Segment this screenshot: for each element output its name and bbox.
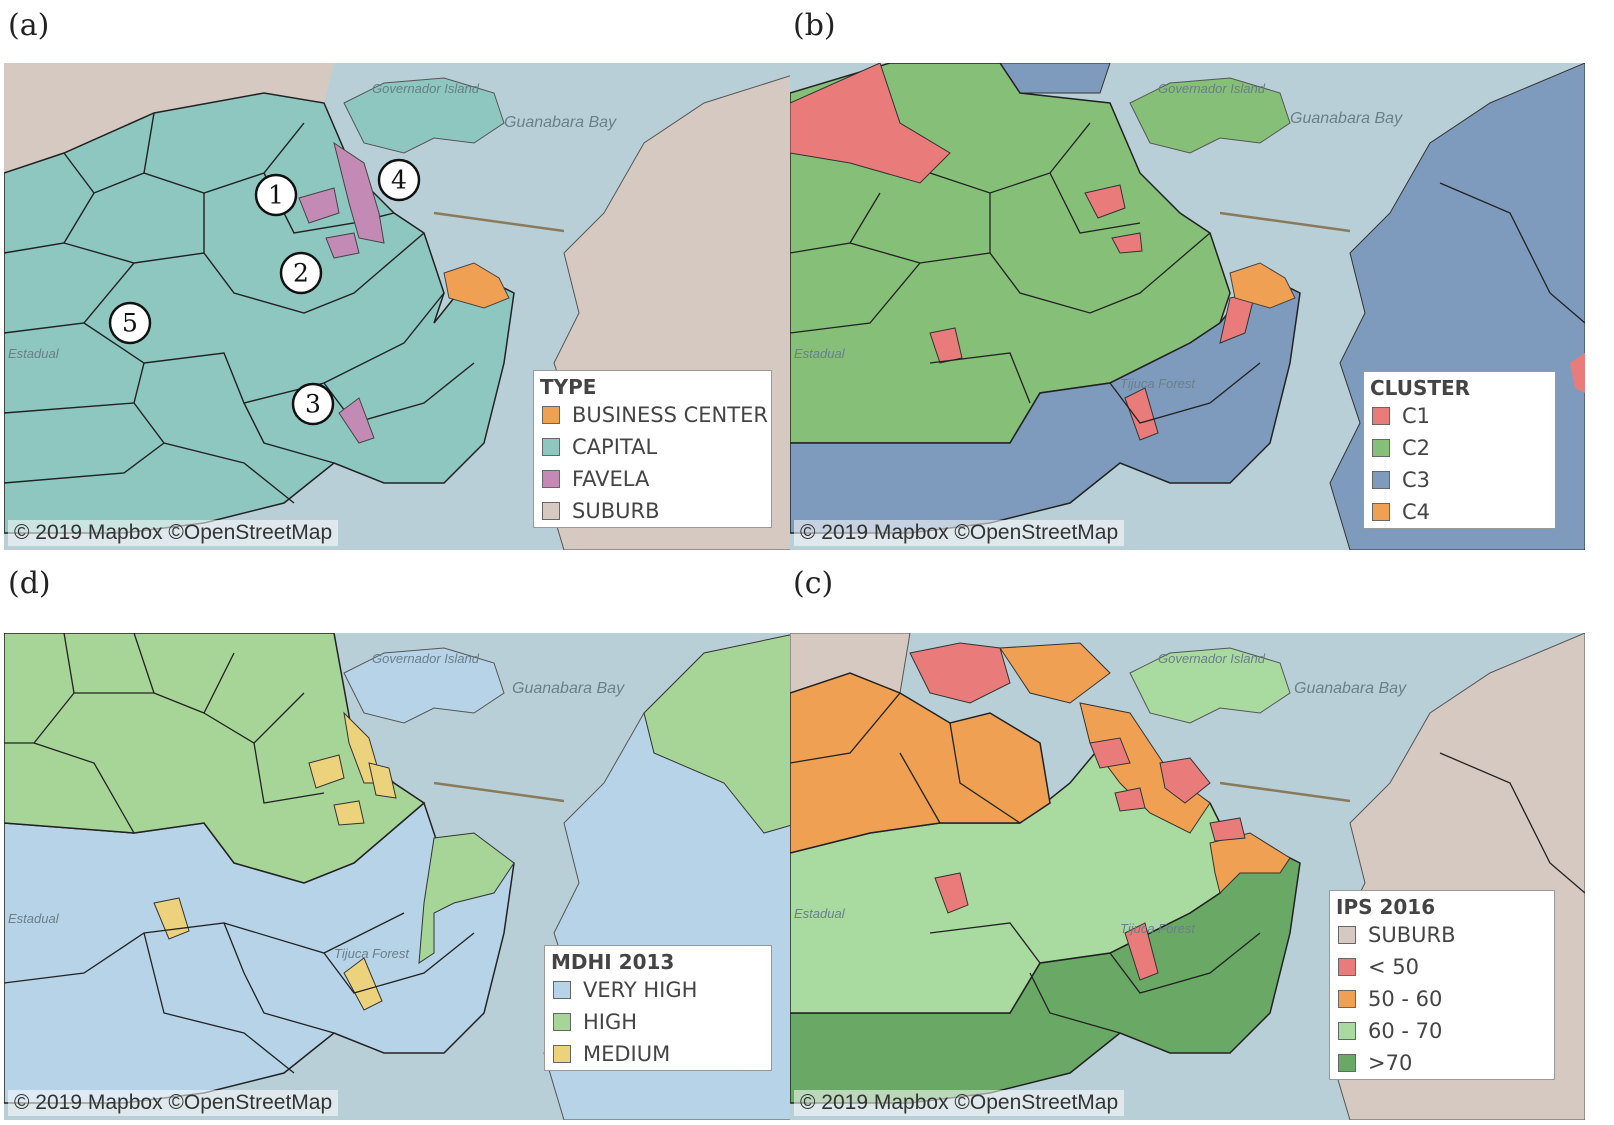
place-label-tijuca: Tijuca Forest bbox=[334, 946, 410, 961]
map-credit-a: © 2019 Mapbox ©OpenStreetMap bbox=[8, 520, 339, 546]
panel-a-label: (a) bbox=[8, 8, 50, 43]
legend-item-gt70: >70 bbox=[1330, 1047, 1554, 1079]
svg-text:2: 2 bbox=[293, 259, 309, 288]
legend-item-capital: CAPITAL bbox=[534, 431, 771, 463]
legend-item-suburb: SUBURB bbox=[1330, 919, 1554, 951]
legend-swatch bbox=[1372, 471, 1390, 489]
legend-swatch bbox=[542, 406, 560, 424]
marker-4: 4 bbox=[377, 158, 421, 202]
svg-text:3: 3 bbox=[305, 390, 321, 419]
svg-text:1: 1 bbox=[268, 181, 284, 210]
place-label-guanabara: Guanabara Bay bbox=[512, 680, 625, 697]
legend-item-suburb: SUBURB bbox=[534, 495, 771, 527]
legend-swatch bbox=[553, 1013, 571, 1031]
place-label-governador: Governador Island bbox=[1158, 651, 1266, 666]
legend-swatch bbox=[1372, 439, 1390, 457]
legend-swatch bbox=[1372, 407, 1390, 425]
legend-item-c2: C2 bbox=[1364, 432, 1555, 464]
place-label-guanabara: Guanabara Bay bbox=[1294, 680, 1407, 697]
legend-swatch bbox=[1338, 990, 1356, 1008]
svg-text:5: 5 bbox=[122, 309, 138, 338]
legend-type: TYPE BUSINESS CENTER CAPITAL FAVELA SUBU… bbox=[533, 370, 772, 528]
legend-title: TYPE bbox=[540, 375, 597, 399]
map-b-canvas: Governador Island Guanabara Bay Estadual… bbox=[790, 63, 1585, 550]
place-label-estadual: Estadual bbox=[8, 911, 60, 926]
marker-3: 3 bbox=[291, 382, 335, 426]
place-label-estadual: Estadual bbox=[794, 346, 846, 361]
legend-item-c3: C3 bbox=[1364, 464, 1555, 496]
legend-swatch bbox=[542, 470, 560, 488]
marker-1: 1 bbox=[254, 173, 298, 217]
legend-title: CLUSTER bbox=[1370, 376, 1471, 400]
marker-5: 5 bbox=[108, 301, 152, 345]
legend-swatch bbox=[542, 502, 560, 520]
legend-item-c4: C4 bbox=[1364, 496, 1555, 528]
place-label-estadual: Estadual bbox=[8, 346, 60, 361]
place-label-tijuca: Tijuca Forest bbox=[1120, 376, 1196, 391]
panel-b-label: (b) bbox=[793, 8, 836, 43]
place-label-governador: Governador Island bbox=[1158, 81, 1266, 96]
panel-c-label: (c) bbox=[793, 566, 834, 601]
legend-ips: IPS 2016 SUBURB < 50 50 - 60 60 - 70 >70 bbox=[1329, 890, 1555, 1080]
legend-swatch bbox=[1338, 1022, 1356, 1040]
place-label-estadual: Estadual bbox=[794, 906, 846, 921]
legend-item-c1: C1 bbox=[1364, 400, 1555, 432]
legend-swatch bbox=[1338, 1054, 1356, 1072]
map-panel-d[interactable]: Governador Island Guanabara Bay Estadual… bbox=[4, 633, 799, 1120]
place-label-guanabara: Guanabara Bay bbox=[504, 114, 617, 131]
legend-item-business-center: BUSINESS CENTER bbox=[534, 399, 771, 431]
map-panel-b[interactable]: Governador Island Guanabara Bay Estadual… bbox=[790, 63, 1585, 550]
legend-cluster: CLUSTER C1 C2 C3 C4 bbox=[1363, 371, 1556, 529]
legend-swatch bbox=[1338, 958, 1356, 976]
legend-swatch bbox=[553, 981, 571, 999]
legend-item-favela: FAVELA bbox=[534, 463, 771, 495]
panel-d-label: (d) bbox=[8, 566, 51, 601]
legend-item-60-70: 60 - 70 bbox=[1330, 1015, 1554, 1047]
legend-swatch bbox=[542, 438, 560, 456]
legend-item-lt50: < 50 bbox=[1330, 951, 1554, 983]
legend-swatch bbox=[1372, 503, 1390, 521]
legend-swatch bbox=[1338, 926, 1356, 944]
place-label-governador: Governador Island bbox=[372, 651, 480, 666]
legend-title: MDHI 2013 bbox=[551, 950, 675, 974]
legend-item-50-60: 50 - 60 bbox=[1330, 983, 1554, 1015]
legend-item-very-high: VERY HIGH bbox=[545, 974, 771, 1006]
map-panel-a[interactable]: Governador Island Guanabara Bay Estadual… bbox=[4, 63, 799, 550]
map-credit-b: © 2019 Mapbox ©OpenStreetMap bbox=[794, 520, 1125, 546]
marker-2: 2 bbox=[279, 251, 323, 295]
place-label-tijuca: Tijuca Forest bbox=[1120, 921, 1196, 936]
legend-mdhi: MDHI 2013 VERY HIGH HIGH MEDIUM bbox=[544, 945, 772, 1071]
svg-text:4: 4 bbox=[391, 166, 407, 195]
legend-title: IPS 2016 bbox=[1336, 895, 1436, 919]
place-label-governador: Governador Island bbox=[372, 81, 480, 96]
legend-item-medium: MEDIUM bbox=[545, 1038, 771, 1070]
map-credit-d: © 2019 Mapbox ©OpenStreetMap bbox=[8, 1090, 339, 1116]
place-label-guanabara: Guanabara Bay bbox=[1290, 110, 1403, 127]
legend-swatch bbox=[553, 1045, 571, 1063]
map-panel-c[interactable]: Governador Island Guanabara Bay Estadual… bbox=[790, 633, 1585, 1120]
map-credit-c: © 2019 Mapbox ©OpenStreetMap bbox=[794, 1090, 1125, 1116]
map-d-canvas: Governador Island Guanabara Bay Estadual… bbox=[4, 633, 799, 1120]
legend-item-high: HIGH bbox=[545, 1006, 771, 1038]
